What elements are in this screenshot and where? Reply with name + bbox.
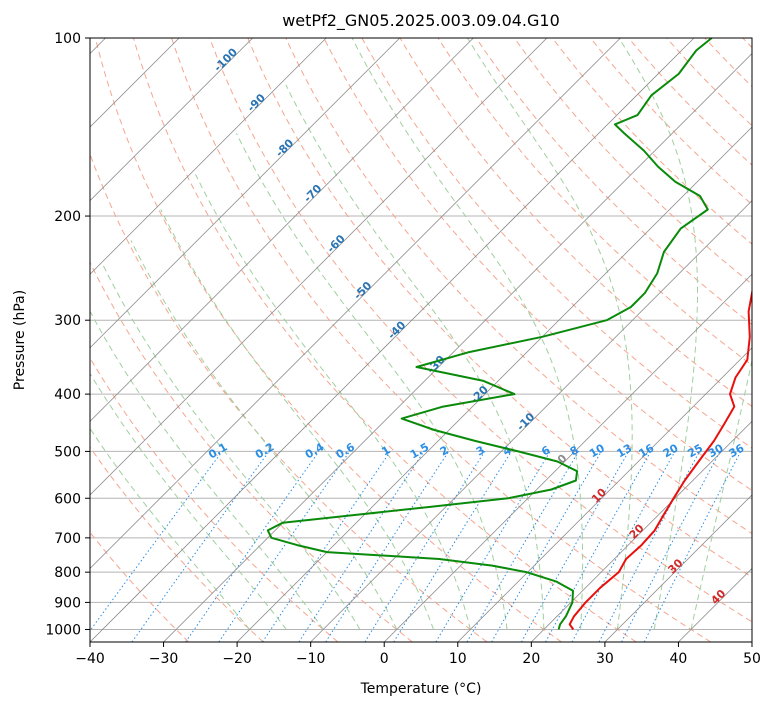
mixing-ratio-line bbox=[218, 451, 351, 642]
dry-adiabat bbox=[90, 261, 413, 642]
moist-adiabat bbox=[90, 427, 250, 630]
isotherm-line bbox=[90, 38, 401, 349]
grid-lines bbox=[90, 38, 752, 630]
mixing-ratio-line bbox=[571, 451, 676, 642]
moist-adiabat bbox=[466, 38, 633, 630]
y-tick-label: 500 bbox=[54, 444, 81, 460]
moist-adiabat bbox=[90, 372, 287, 630]
x-tick-label: 20 bbox=[522, 651, 540, 667]
dry-adiabat bbox=[399, 38, 752, 408]
mixing-ratio-line bbox=[466, 451, 580, 642]
isotherm-line bbox=[90, 38, 327, 275]
dry-adiabat bbox=[209, 38, 752, 623]
isotherm-line bbox=[604, 494, 752, 642]
dry-adiabat bbox=[628, 38, 752, 166]
mixing-ratio-line bbox=[325, 451, 450, 642]
y-tick-label: 800 bbox=[54, 565, 81, 581]
dry-adiabat bbox=[590, 38, 752, 206]
moist-adiabat bbox=[285, 84, 545, 630]
moist-adiabat bbox=[195, 174, 471, 630]
mixing-ratio-line bbox=[131, 451, 270, 642]
isotherm-line bbox=[90, 38, 253, 202]
x-tick-label: 50 bbox=[743, 651, 761, 667]
moist-adiabat bbox=[101, 262, 361, 630]
x-tick-label: −20 bbox=[222, 651, 252, 667]
mixing-ratio-line bbox=[364, 451, 486, 642]
plot-area bbox=[90, 38, 752, 642]
y-tick-label: 400 bbox=[54, 387, 81, 403]
skewed-isotherms bbox=[90, 38, 752, 642]
dry-adiabat bbox=[133, 38, 637, 642]
plot-frame bbox=[89, 37, 753, 643]
y-tick-label: 100 bbox=[54, 31, 81, 47]
x-tick-label: −30 bbox=[149, 651, 179, 667]
isotherm-line bbox=[90, 38, 548, 496]
isotherm-line bbox=[163, 52, 752, 642]
moist-adiabat bbox=[690, 358, 752, 630]
mixing-ratio-line bbox=[521, 451, 630, 642]
x-tick-label: 40 bbox=[670, 651, 688, 667]
axes: −40 −30 −20 −10 0 10 20 30 40 50 1000 900 800 700 600 5… bbox=[45, 31, 761, 667]
y-tick-label: 600 bbox=[54, 491, 81, 507]
dry-adiabat bbox=[285, 38, 752, 535]
temperature-line bbox=[568, 287, 752, 631]
isotherm-line bbox=[531, 420, 752, 642]
isotherm-line bbox=[90, 38, 474, 422]
x-tick-label: 0 bbox=[380, 651, 389, 667]
mixing-ratio-lines bbox=[90, 451, 742, 642]
dewpoint-line bbox=[266, 38, 713, 630]
isotherm-line bbox=[751, 641, 752, 642]
moist-adiabat bbox=[236, 133, 508, 630]
y-tick-label: 300 bbox=[54, 313, 81, 329]
isotherm-line bbox=[383, 273, 752, 642]
y-tick-label: 900 bbox=[54, 595, 81, 611]
isotherm-line bbox=[310, 200, 752, 642]
dry-adiabat bbox=[475, 38, 752, 326]
dry-adiabat bbox=[171, 38, 712, 642]
y-tick-label: 700 bbox=[54, 531, 81, 547]
mixing-ratio-line bbox=[435, 451, 551, 642]
x-axis-label: Temperature (°C) bbox=[360, 681, 482, 697]
dry-adiabat bbox=[247, 38, 752, 578]
moist-adiabat bbox=[90, 310, 324, 630]
x-tick-label: −40 bbox=[75, 651, 105, 667]
chart-title: wetPf2_GN05.2025.003.09.04.G10 bbox=[282, 11, 560, 31]
mixing-ratio-line bbox=[90, 451, 223, 632]
x-tick-label: 10 bbox=[449, 651, 467, 667]
moist-adiabat bbox=[351, 38, 584, 630]
isotherm-line bbox=[236, 126, 752, 642]
isotherm-line bbox=[457, 347, 752, 642]
moist-adiabat bbox=[160, 209, 434, 630]
y-tick-label: 1000 bbox=[45, 622, 81, 638]
isotherm-line bbox=[90, 38, 621, 570]
moist-adiabat bbox=[618, 38, 698, 630]
y-tick-label: 200 bbox=[54, 209, 81, 225]
isotherm-line bbox=[90, 38, 695, 642]
x-tick-label: 30 bbox=[596, 651, 614, 667]
dry-adiabat bbox=[90, 446, 264, 642]
y-axis-label: Pressure (hPa) bbox=[12, 290, 28, 390]
dry-adiabat bbox=[513, 38, 752, 285]
profile-lines bbox=[266, 38, 752, 631]
x-tick-label: −10 bbox=[296, 651, 326, 667]
dry-adiabat bbox=[323, 38, 752, 492]
mixing-ratio-line bbox=[491, 451, 602, 642]
mixing-ratio-line bbox=[393, 451, 512, 642]
